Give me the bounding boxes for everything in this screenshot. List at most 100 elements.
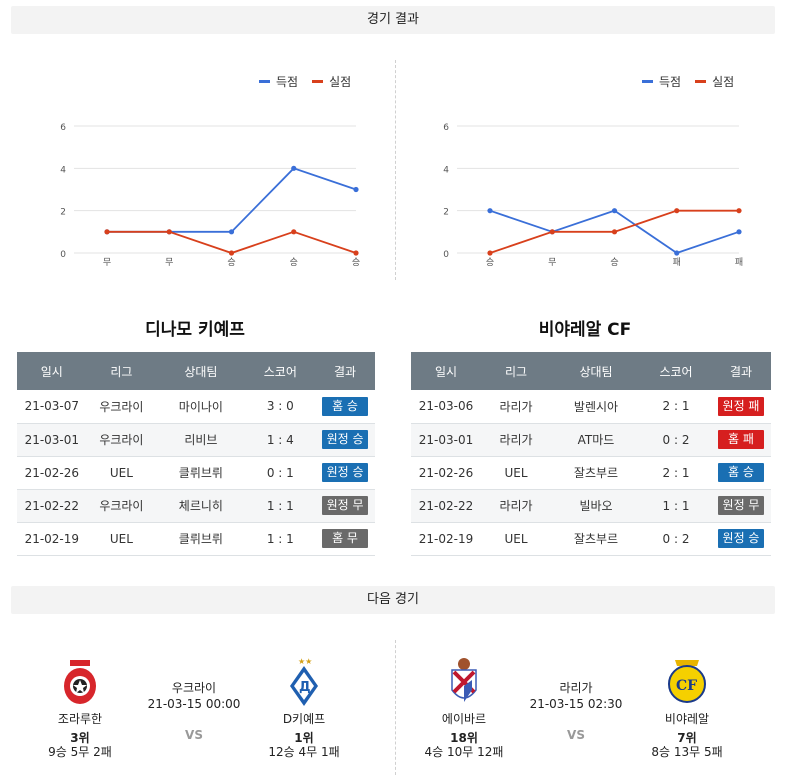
match-date: 21-02-19 (411, 522, 481, 556)
scored-swatch (259, 80, 270, 83)
x-tick-label: 승 (352, 257, 360, 268)
match-score: 0 : 2 (641, 423, 711, 457)
table-row: 21-03-01 라리가 AT마드 0 : 2 홈 패 (411, 423, 771, 457)
x-tick-label: 승 (610, 257, 618, 268)
result-cell: 원정 패 (711, 390, 771, 424)
result-cell: 홈 무 (315, 522, 375, 556)
m1-datetime: 21-03-15 00:00 (147, 697, 241, 711)
x-tick-label: 무 (103, 257, 111, 268)
result-cell: 홈 승 (315, 390, 375, 424)
m2-away-name: 비야레알 (664, 712, 710, 726)
result-cell: 홈 승 (711, 456, 771, 490)
y-tick-label: 2 (443, 208, 449, 218)
table-row: 21-02-22 우크라이 체르니히 1 : 1 원정 무 (17, 489, 375, 523)
chart2-legend: 득점 실점 (642, 73, 734, 90)
result-badge: 홈 승 (718, 463, 764, 482)
y-tick-label: 2 (60, 208, 66, 218)
data-point[interactable] (736, 208, 742, 214)
table-row: 21-03-01 우크라이 리비브 1 : 4 원정 승 (17, 423, 375, 457)
data-point[interactable] (291, 229, 297, 235)
m1-vs: VS (185, 728, 203, 742)
data-point[interactable] (487, 208, 493, 214)
data-point[interactable] (549, 229, 555, 235)
table-row: 21-02-22 라리가 빌바오 1 : 1 원정 무 (411, 489, 771, 523)
svg-text:★★: ★★ (298, 657, 312, 666)
match-league: 우크라이 (86, 390, 157, 424)
data-point[interactable] (353, 186, 359, 193)
m2-home-rank: 18위 (450, 731, 478, 745)
conceded-swatch (695, 80, 707, 83)
legend-conceded: 실점 (312, 73, 351, 90)
result-cell: 원정 승 (711, 522, 771, 556)
y-tick-label: 6 (443, 123, 449, 133)
result-cell: 원정 승 (315, 423, 375, 457)
column-header: 리그 (481, 352, 551, 390)
table-row: 21-02-19 UEL 클뤼브뤼 1 : 1 홈 무 (17, 522, 375, 556)
match-date: 21-03-07 (17, 390, 87, 424)
m2-away-team[interactable]: CF 비야레알 7위 8승 13무 5패 (632, 656, 742, 759)
column-header: 리그 (86, 352, 157, 390)
match-date: 21-02-26 (17, 456, 87, 490)
chart1-legend: 득점 실점 (259, 73, 351, 90)
data-point[interactable] (353, 250, 359, 256)
match-score: 0 : 1 (245, 456, 316, 490)
m1-home-team[interactable]: 조라루한 3위 9승 5무 2패 (25, 656, 135, 759)
m1-away-team[interactable]: ★★ Д D키예프 1위 12승 4무 1패 (249, 656, 359, 759)
result-cell: 원정 무 (315, 489, 375, 523)
data-point[interactable] (228, 250, 235, 256)
opponent: 체르니히 (156, 489, 246, 523)
m2-vs: VS (567, 728, 585, 742)
match-score: 1 : 1 (641, 489, 711, 523)
data-point[interactable] (104, 229, 110, 235)
svg-text:Д: Д (299, 680, 311, 695)
x-tick-label: 승 (486, 257, 494, 268)
legend-scored-label: 득점 (276, 75, 299, 89)
opponent: 빌바오 (551, 489, 641, 523)
right-team-title: 비야레알 CF (538, 320, 632, 340)
match-league: UEL (86, 522, 157, 556)
data-point[interactable] (166, 229, 172, 235)
conceded-swatch (312, 80, 324, 83)
match-league: 라리가 (481, 423, 551, 457)
data-point[interactable] (611, 229, 618, 235)
x-tick-label: 패 (735, 257, 743, 268)
match-date: 21-02-22 (411, 489, 481, 523)
x-tick-label: 무 (548, 257, 556, 268)
data-point[interactable] (674, 208, 680, 214)
match-league: UEL (481, 522, 551, 556)
opponent: 클뤼브뤼 (156, 522, 246, 556)
column-header: 상대팀 (156, 352, 246, 390)
next-section-title: 다음 경기 (11, 586, 775, 614)
match-score: 1 : 1 (245, 522, 316, 556)
match-date: 21-02-26 (411, 456, 481, 490)
table-row: 21-02-26 UEL 클뤼브뤼 0 : 1 원정 승 (17, 456, 375, 490)
y-tick-label: 0 (443, 250, 449, 260)
series-line (107, 167, 357, 233)
data-point[interactable] (674, 250, 680, 256)
m2-home-team[interactable]: 에이바르 18위 4승 10무 12패 (409, 656, 519, 759)
legend-scored-label: 득점 (659, 75, 682, 89)
right-team-chart: 0 2 4 6 승 무 승 패 패 (433, 110, 753, 280)
y-tick-label: 6 (60, 123, 66, 133)
match-league: UEL (481, 456, 551, 490)
match-date: 21-03-06 (411, 390, 481, 424)
opponent: AT마드 (551, 423, 641, 457)
table-row: 21-03-07 우크라이 마이나이 3 : 0 홈 승 (17, 390, 375, 424)
m2-home-record: 4승 10무 12패 (424, 745, 504, 759)
results-section-title: 경기 결과 (11, 6, 775, 34)
match-league: 우크라이 (86, 489, 157, 523)
data-point[interactable] (736, 229, 742, 235)
m1-away-record: 12승 4무 1패 (268, 745, 340, 759)
opponent: 클뤼브뤼 (156, 456, 246, 490)
y-tick-label: 4 (443, 165, 449, 175)
data-point[interactable] (611, 208, 618, 214)
data-point[interactable] (228, 229, 235, 235)
zorya-logo-icon (64, 660, 96, 704)
data-point[interactable] (487, 250, 493, 256)
match-date: 21-03-01 (411, 423, 481, 457)
data-point[interactable] (291, 165, 297, 171)
m1-info: 우크라이 21-03-15 00:00 (134, 680, 254, 712)
legend-conceded: 실점 (695, 73, 734, 90)
left-team-title: 디나모 키예프 (145, 320, 245, 340)
m2-info: 라리가 21-03-15 02:30 (516, 680, 636, 712)
